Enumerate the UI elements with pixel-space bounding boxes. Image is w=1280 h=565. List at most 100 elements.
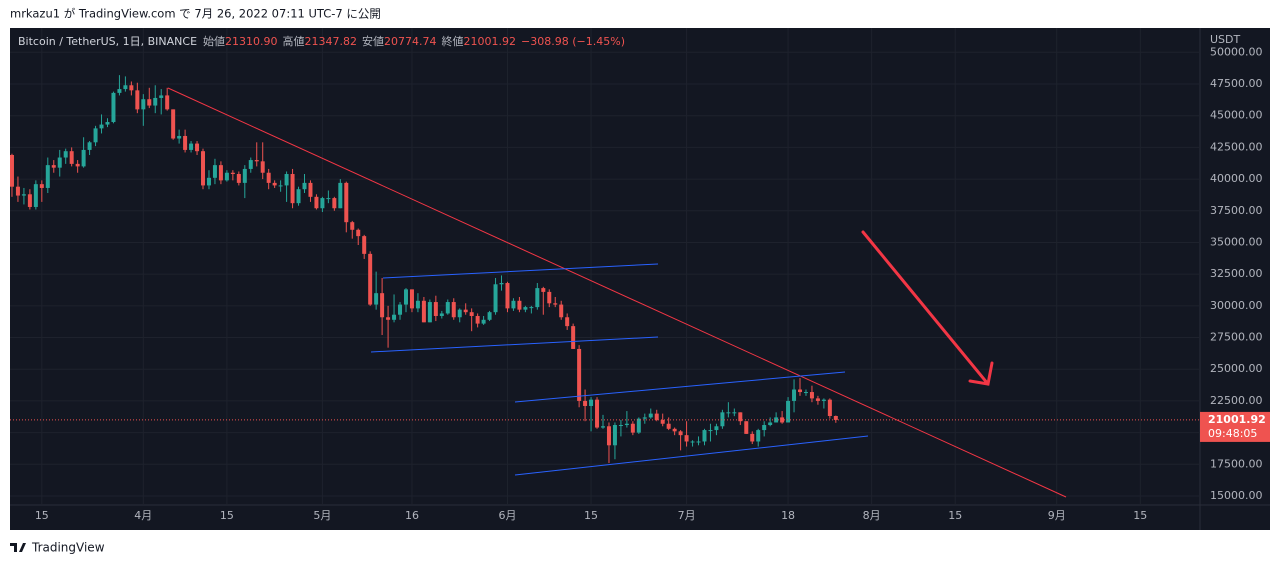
candle-body (338, 182, 343, 209)
candle-body (786, 400, 791, 423)
candles (10, 75, 838, 464)
candle-body (571, 326, 576, 349)
brand: TradingView (31, 541, 105, 555)
y-tick-label: 50000.00 (1210, 45, 1263, 58)
candle-body (201, 151, 206, 186)
candle-body (212, 165, 217, 178)
candle-body (254, 160, 259, 162)
candle-body (589, 399, 594, 406)
candle-body (475, 315, 480, 324)
candle-body (51, 165, 56, 168)
candle-body (206, 177, 211, 186)
drawings (167, 87, 1067, 498)
candle-body (356, 229, 361, 237)
candle-body (39, 184, 44, 188)
trend-line (167, 87, 1067, 498)
legend-title: Bitcoin / TetherUS, 1日, BINANCE (18, 35, 197, 48)
legend-value: 21001.92 (464, 35, 517, 48)
legend-value: 20774.74 (384, 35, 437, 48)
last-price-box (1200, 411, 1270, 442)
chart-background (10, 28, 1270, 530)
candle-body (750, 433, 755, 442)
candle-body (195, 143, 200, 152)
x-tick-label: 15 (35, 509, 49, 522)
candle-body (421, 300, 426, 323)
logo-mark (10, 543, 26, 552)
candle-body (499, 283, 504, 285)
x-tick-label: 15 (948, 509, 962, 522)
candle-body (636, 418, 641, 433)
candle-body (171, 109, 176, 139)
y-tick-label: 30000.00 (1210, 299, 1263, 312)
candle-body (451, 302, 456, 318)
candle-body (278, 185, 283, 187)
candle-body (457, 309, 462, 318)
y-tick-label: 25000.00 (1210, 362, 1263, 375)
candle-body (654, 413, 659, 420)
y-tick-label: 27500.00 (1210, 331, 1263, 344)
candle-body (15, 186, 20, 196)
candle-body (236, 174, 241, 183)
candle-body (123, 85, 128, 90)
candle-body (290, 174, 295, 204)
candle-body (624, 423, 629, 426)
candle-body (577, 348, 582, 401)
candle-body (732, 412, 737, 414)
candle-body (398, 304, 403, 315)
countdown: 09:48:05 (1208, 427, 1257, 440)
y-tick-label: 22500.00 (1210, 394, 1263, 407)
logo: TradingView (10, 541, 105, 555)
candle-body (601, 426, 605, 428)
legend-name: 高値 (283, 34, 305, 48)
legend-name: 安値 (362, 35, 384, 48)
candle-body (392, 314, 397, 320)
candle-body (696, 441, 701, 443)
channel-line (370, 336, 659, 353)
candle-body (368, 253, 373, 305)
candle-body (833, 415, 838, 420)
channel-line (382, 263, 659, 279)
candle-body (27, 194, 32, 207)
candle-body (111, 92, 116, 123)
y-tick-label: 17500.00 (1210, 457, 1263, 470)
candle-body (87, 142, 92, 150)
candle-body (678, 431, 683, 436)
candle-body (606, 426, 611, 446)
candle-body (409, 289, 414, 309)
candle-body (595, 399, 600, 428)
candle-body (690, 441, 695, 443)
candle-body (672, 428, 677, 432)
candle-body (648, 413, 653, 418)
candle-body (99, 124, 104, 129)
y-tick-label: 47500.00 (1210, 77, 1263, 90)
y-tick-label: 37500.00 (1210, 204, 1263, 217)
y-tick-label: 40000.00 (1210, 172, 1263, 185)
candle-body (523, 307, 528, 310)
candle-body (427, 302, 432, 323)
grid (10, 28, 1200, 505)
candle-body (21, 194, 26, 196)
candle-body (284, 174, 289, 186)
candle-body (487, 312, 492, 320)
candle-body (726, 412, 731, 414)
y-tick-label: 15000.00 (1210, 489, 1263, 502)
candle-body (529, 307, 534, 309)
y-tick-label: 32500.00 (1210, 267, 1263, 280)
candle-body (744, 421, 749, 434)
legend-change: −308.98 (−1.45%) (521, 35, 625, 48)
candle-body (535, 288, 540, 308)
candle-body (302, 182, 307, 190)
candle-body (105, 122, 110, 125)
candle-body (320, 198, 325, 209)
candle-body (720, 412, 725, 427)
candle-body (768, 422, 773, 426)
price-axis-unit: USDT (1210, 33, 1241, 46)
candle-body (559, 304, 564, 318)
candle-body (135, 90, 140, 110)
candle-body (260, 161, 265, 173)
candle-body (774, 417, 779, 423)
legend-name: 終値 (442, 35, 464, 48)
candle-body (159, 95, 164, 98)
x-tick-label: 15 (220, 509, 234, 522)
candle-body (809, 392, 814, 399)
